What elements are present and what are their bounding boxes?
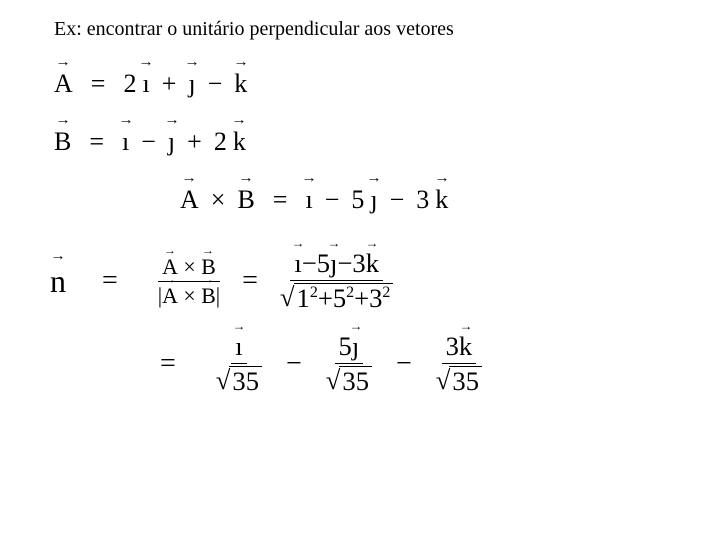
minus-sign: −: [141, 127, 156, 157]
unit-vector-definition: n = A × B |A × B| = ı−5ȷ−3k 12+52+32: [50, 249, 670, 314]
sqrt-35: 35: [229, 366, 262, 396]
coef-j: 5: [317, 248, 330, 278]
unit-i-icon: ı: [305, 185, 312, 215]
unit-j-icon: ȷ: [168, 127, 175, 157]
unit-normal-symbol: n: [50, 263, 66, 300]
exp: 2: [382, 284, 390, 301]
equals-sign: =: [89, 127, 104, 157]
equals-sign: =: [91, 69, 106, 99]
vector-b-symbol: B: [201, 284, 216, 308]
unit-i-icon: ı: [235, 332, 242, 361]
exercise-heading: Ex: encontrar o unitário perpendicular a…: [50, 18, 670, 41]
equals-sign: =: [242, 265, 258, 297]
term-i: ı 35: [212, 332, 266, 397]
unit-k-icon: k: [459, 332, 472, 361]
times-sign: ×: [183, 284, 195, 308]
times-sign: ×: [183, 255, 195, 279]
coef-k: 2: [214, 127, 227, 157]
vector-a-definition: A = 2ı + ȷ − k: [50, 69, 670, 99]
coef-j: 5: [351, 185, 364, 215]
unit-i-icon: ı: [122, 127, 129, 157]
fraction-numeric: ı−5ȷ−3k 12+52+32: [276, 249, 397, 314]
times-sign: ×: [211, 185, 226, 215]
unit-j-icon: ȷ: [330, 249, 337, 278]
equals-sign: =: [273, 185, 288, 215]
vector-a-symbol: A: [162, 284, 178, 308]
plus-sign: +: [354, 283, 369, 313]
unit-i-icon: ı: [294, 249, 301, 278]
minus-sign: −: [325, 185, 340, 215]
plus-sign: +: [187, 127, 202, 157]
unit-k-icon: k: [234, 69, 247, 99]
sqrt-35: 35: [339, 366, 372, 396]
plus-sign: +: [162, 69, 177, 99]
minus-sign: −: [302, 248, 317, 278]
sqrt-icon: 12+52+32: [280, 283, 393, 313]
cross-product-result: A × B = ı − 5ȷ − 3k: [50, 185, 670, 215]
term-2: 5: [333, 283, 346, 313]
exp: 2: [346, 284, 354, 301]
unit-vector-final: = ı 35 − 5ȷ 35 − 3k 35: [50, 332, 670, 397]
coef-j: 5: [339, 331, 352, 361]
fraction-symbolic: A × B |A × B|: [154, 255, 224, 308]
sqrt-icon: 35: [326, 366, 372, 396]
magnitude-bar-icon: |: [216, 284, 220, 308]
unit-j-icon: ȷ: [370, 185, 377, 215]
vector-a-symbol: A: [54, 69, 73, 99]
term-1: 1: [297, 283, 310, 313]
minus-sign: −: [208, 69, 223, 99]
coef-k: 3: [352, 248, 365, 278]
sqrt-icon: 35: [216, 366, 262, 396]
coef-i: 2: [123, 69, 136, 99]
unit-j-icon: ȷ: [352, 332, 359, 361]
plus-sign: +: [318, 283, 333, 313]
unit-i-icon: ı: [142, 69, 149, 99]
minus-sign: −: [286, 348, 302, 380]
unit-k-icon: k: [366, 249, 379, 278]
unit-j-icon: ȷ: [188, 69, 195, 99]
unit-k-icon: k: [233, 127, 246, 157]
equals-sign: =: [160, 348, 176, 380]
coef-k: 3: [446, 331, 459, 361]
term-k: 3k 35: [432, 332, 486, 397]
minus-sign: −: [390, 185, 405, 215]
coef-k: 3: [416, 185, 429, 215]
term-j: 5ȷ 35: [322, 332, 376, 397]
equals-sign: =: [102, 265, 118, 297]
vector-b-definition: B = ı − ȷ + 2k: [50, 127, 670, 157]
term-3: 3: [369, 283, 382, 313]
minus-sign: −: [396, 348, 412, 380]
minus-sign: −: [337, 248, 352, 278]
vector-b-symbol: B: [54, 127, 71, 157]
vector-a-symbol: A: [180, 185, 199, 215]
vector-b-symbol: B: [237, 185, 254, 215]
sqrt-icon: 35: [436, 366, 482, 396]
exp: 2: [310, 284, 318, 301]
sqrt-35: 35: [449, 366, 482, 396]
unit-k-icon: k: [435, 185, 448, 215]
